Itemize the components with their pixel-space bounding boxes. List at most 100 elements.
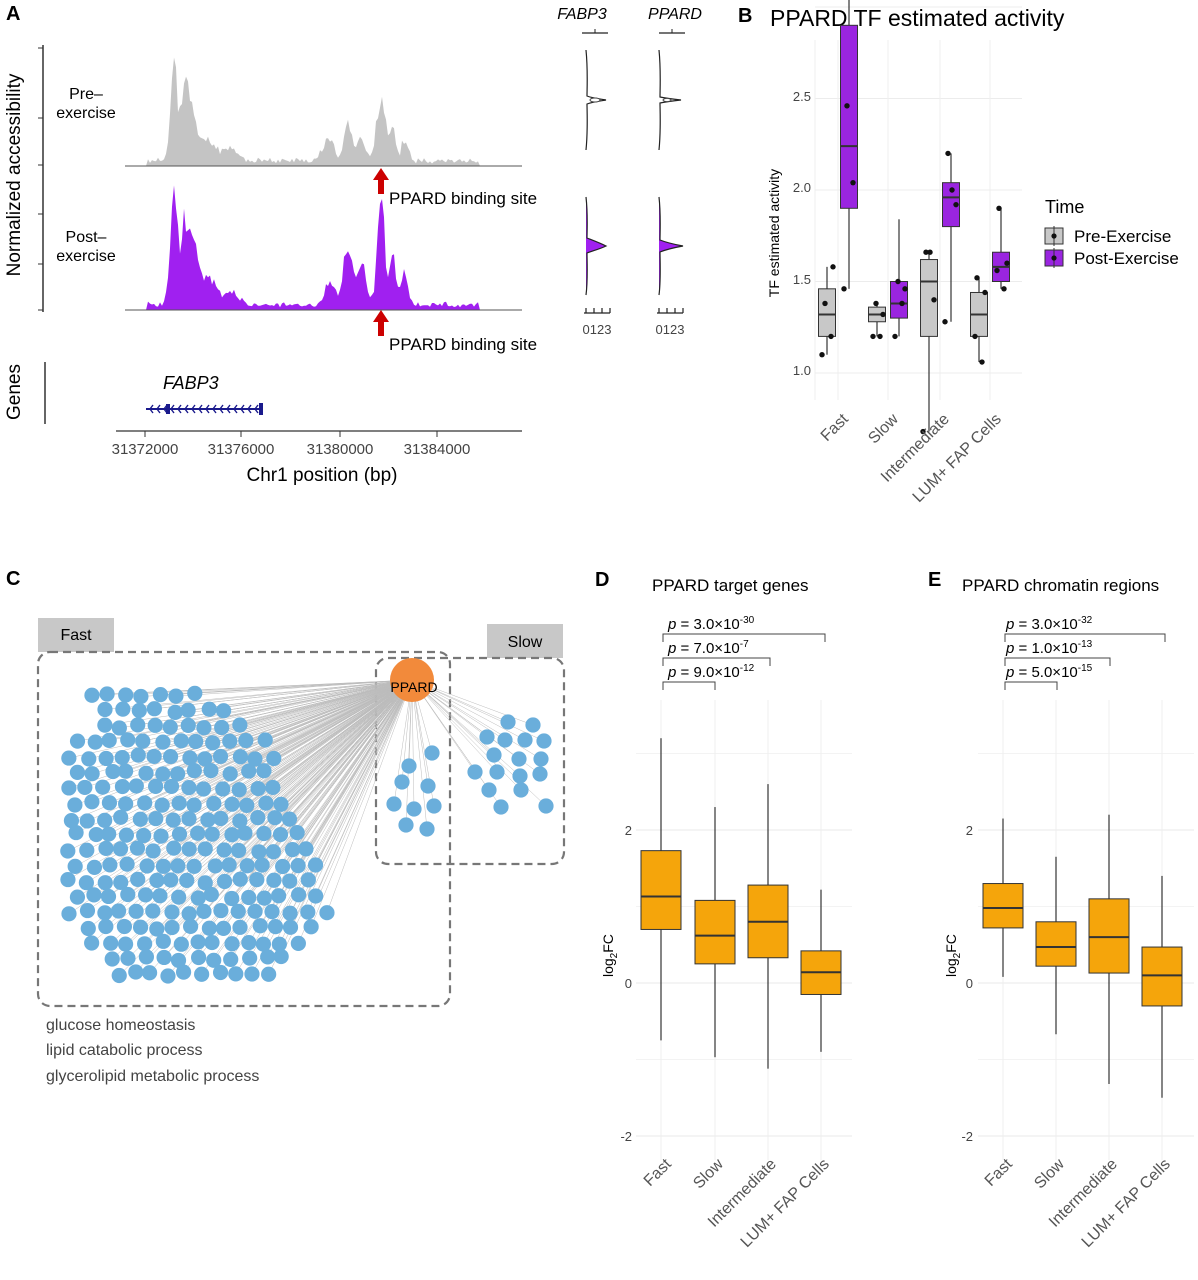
violin-fabp3-scale xyxy=(584,308,611,314)
binding-site-label: PPARD binding site xyxy=(389,189,537,208)
gene-node xyxy=(216,873,233,890)
gene-node xyxy=(298,841,314,857)
panel-a-x-tick-label: 31384000 xyxy=(404,441,471,458)
significance-bracket xyxy=(1004,633,1166,642)
gene-node xyxy=(77,779,93,796)
gene-node xyxy=(155,734,171,750)
data-point xyxy=(923,249,929,255)
network-edge xyxy=(120,679,413,818)
gene-node xyxy=(116,918,133,935)
gene-node xyxy=(148,778,164,794)
gene-node xyxy=(265,844,282,860)
box-post xyxy=(840,0,858,289)
data-point xyxy=(819,352,825,358)
svg-text:p = 9.0×10-12: p = 9.0×10-12 xyxy=(667,663,755,681)
gene-node xyxy=(201,920,218,936)
gene-node xyxy=(79,842,95,858)
gene-node xyxy=(138,949,155,965)
significance-bracket xyxy=(1004,681,1058,690)
gene-node xyxy=(258,795,274,811)
gene-node xyxy=(255,936,272,952)
gene-node xyxy=(307,857,324,873)
gene-node xyxy=(512,768,528,784)
gene-node xyxy=(110,903,127,919)
box-pre xyxy=(868,303,886,337)
data-point xyxy=(942,319,948,325)
panel-e-category-label: LUM+ FAP Cells xyxy=(1079,1156,1174,1251)
violin-fabp3 xyxy=(582,29,608,296)
gene-node xyxy=(180,702,196,718)
gene-node xyxy=(130,717,146,733)
legend-key-pre xyxy=(1044,226,1064,246)
gene-node xyxy=(69,889,86,905)
panel-e-category-label: Fast xyxy=(982,1155,1016,1189)
gene-node xyxy=(406,801,422,817)
gene-node xyxy=(156,949,172,966)
gene-node xyxy=(117,936,134,952)
gene-node xyxy=(81,751,97,767)
gene-node xyxy=(536,733,552,749)
network-edge xyxy=(307,679,413,913)
panel-d-pvalue: p = 3.0×10-30 xyxy=(667,615,755,633)
gene-node xyxy=(525,717,541,733)
network-edge xyxy=(122,679,413,758)
gene-node xyxy=(206,952,222,968)
gene-node xyxy=(197,841,213,857)
gene-node xyxy=(171,795,187,811)
go-term: lipid catabolic process xyxy=(46,1042,203,1059)
gene-node xyxy=(275,858,291,875)
gene-node xyxy=(231,842,247,859)
gene-node xyxy=(216,842,232,858)
network-edge xyxy=(112,679,413,772)
gene-node xyxy=(191,949,207,966)
gene-node xyxy=(61,780,77,796)
data-point xyxy=(949,187,955,193)
panel-d-y-tick-label: -2 xyxy=(620,1129,632,1144)
go-term: glycerolipid metabolic process xyxy=(46,1068,259,1085)
gene-node xyxy=(511,751,527,767)
gene-node xyxy=(290,935,306,951)
gene-node xyxy=(120,950,136,966)
gene-node xyxy=(84,766,100,782)
gene-node xyxy=(100,888,117,905)
panel-d-y-tick-label: 0 xyxy=(625,976,632,991)
data-point xyxy=(880,311,886,318)
gene-node xyxy=(256,763,272,779)
gene-node xyxy=(133,688,149,705)
gene-node xyxy=(88,826,104,843)
fast-group-boundary xyxy=(36,650,452,1008)
gene-node xyxy=(252,918,268,934)
gene-node xyxy=(303,919,319,935)
panel-a-y-title: Normalized accessibility xyxy=(4,73,25,276)
gene-node xyxy=(112,841,129,857)
network-edge xyxy=(411,679,521,777)
panel-b-category-label: Fast xyxy=(818,410,852,444)
gene-node xyxy=(98,840,114,857)
gene-node xyxy=(386,796,402,812)
gene-node xyxy=(154,797,170,813)
gene-node xyxy=(222,733,238,749)
panel-b-category-label: LUM+ FAP Cells xyxy=(910,411,1005,506)
gene-node xyxy=(164,919,180,936)
panel-a-x-tick-label: 31376000 xyxy=(208,441,275,458)
svg-text:p = 1.0×10-13: p = 1.0×10-13 xyxy=(1005,639,1093,657)
gene-node xyxy=(137,887,154,903)
gene-node xyxy=(289,825,305,841)
gene-node xyxy=(221,857,237,873)
network-edge xyxy=(239,679,413,928)
gene-node xyxy=(120,886,136,903)
gene-node xyxy=(489,764,505,780)
gene-node xyxy=(102,857,118,873)
gene-node xyxy=(272,826,289,843)
gene-node xyxy=(115,701,131,717)
gene-node xyxy=(118,827,135,843)
network-edge xyxy=(135,679,413,973)
gene-node xyxy=(84,794,100,810)
gene-node xyxy=(114,749,130,766)
gene-chevron xyxy=(198,404,203,414)
gene-node xyxy=(242,950,258,966)
network-edge xyxy=(154,679,413,709)
gene-node xyxy=(224,890,240,907)
gene-node xyxy=(164,904,180,920)
gene-node xyxy=(290,887,307,903)
